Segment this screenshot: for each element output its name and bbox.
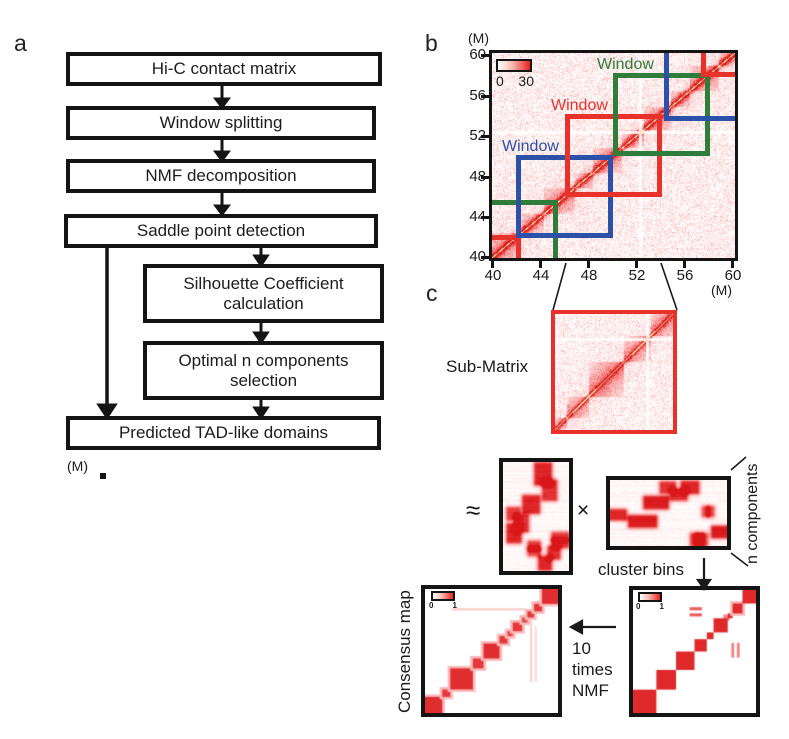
x-tick [683, 261, 686, 268]
x-tick-label: 40 [484, 267, 502, 284]
y-tick [481, 95, 489, 98]
panel-a-footnote: (M) [67, 458, 88, 474]
window-red-partial-topright [701, 53, 735, 77]
consensus-map-label: Consensus map [395, 590, 414, 713]
h-matrix-canvas [610, 480, 727, 546]
flow-box-label: Hi-C contact matrix [151, 59, 297, 78]
x-tick-label: 48 [580, 267, 598, 284]
y-tick [481, 216, 489, 219]
mini-colorbar-left-labels: 0 1 [429, 601, 457, 610]
mini-colorbar-max: 1 [452, 601, 457, 610]
mini-colorbar-max: 1 [659, 602, 664, 611]
window-blue-partial-topright [664, 53, 735, 121]
nmf-line-3: NMF [572, 681, 609, 700]
x-tick-label: 44 [532, 267, 550, 284]
flow-box-label: Saddle point detection [136, 221, 306, 240]
cluster-bins-label: cluster bins [598, 560, 684, 579]
flow-box-silhouette-coefficient: Silhouette Coefficient calculation [143, 264, 384, 323]
x-tick [635, 261, 638, 268]
nmf-line-2: times [572, 660, 613, 679]
y-tick [481, 176, 489, 179]
y-tick [481, 256, 489, 259]
x-tick [491, 261, 494, 268]
x-tick [587, 261, 590, 268]
window-label-red: Window [551, 97, 608, 114]
x-tick-label: 52 [628, 267, 646, 284]
mini-colorbar-left [431, 591, 455, 601]
approx-symbol: ≈ [466, 495, 481, 525]
colorbar-min: 0 [496, 73, 504, 89]
window-green-partial-left [492, 200, 558, 258]
submatrix-canvas [555, 314, 673, 430]
panel-c-label: c [426, 280, 438, 306]
w-matrix-box [499, 458, 573, 575]
flow-box-label: Predicted TAD-like domains [118, 423, 329, 442]
nmf-result-map-box [629, 586, 760, 717]
flow-box-saddle-point-detection: Saddle point detection [64, 214, 378, 248]
flow-box-hic-contact-matrix: Hi-C contact matrix [66, 52, 382, 86]
h-matrix-box [606, 476, 731, 550]
panel-b-label: b [425, 30, 438, 56]
y-tick-label: 60 [469, 46, 486, 63]
x-axis-unit: (M) [711, 282, 732, 298]
y-tick-label: 44 [469, 208, 486, 225]
mini-colorbar-right-labels: 0 1 [636, 602, 664, 611]
flow-arrowhead [213, 204, 231, 217]
nmf-result-map-canvas [633, 590, 756, 713]
window-label-green: Window [597, 56, 654, 73]
mini-colorbar-min: 0 [636, 602, 641, 611]
mini-colorbar-min: 0 [429, 601, 434, 610]
consensus-map-canvas [425, 589, 558, 713]
panel-a-label: a [14, 30, 27, 56]
flow-box-nmf-decomposition: NMF decomposition [66, 159, 376, 193]
times-symbol: × [577, 499, 590, 522]
flow-box-label: Optimal n components selection [178, 350, 349, 390]
nmf-iterations-label: 10 times NMF [572, 638, 613, 701]
flow-box-window-splitting: Window splitting [66, 106, 376, 140]
y-tick [481, 135, 489, 138]
consensus-arrowhead [568, 619, 584, 635]
x-tick-label: 56 [676, 267, 694, 284]
n-components-label: n components [744, 463, 761, 565]
submatrix-box [551, 310, 677, 434]
window-label-blue: Window [502, 138, 559, 155]
colorbar-max: 30 [518, 73, 534, 89]
y-tick-label: 40 [469, 248, 486, 265]
x-tick [539, 261, 542, 268]
flow-box-predicted-tad-domains: Predicted TAD-like domains [66, 416, 381, 450]
window-green [613, 73, 710, 156]
flow-box-label: Silhouette Coefficient calculation [183, 273, 344, 313]
submatrix-label: Sub-Matrix [446, 357, 529, 376]
window-red-partial-bottomleft [492, 235, 521, 258]
y-tick-label: 52 [469, 127, 486, 144]
footnote-square [100, 473, 106, 479]
nmf-line-1: 10 [572, 639, 591, 658]
x-tick-label: 60 [724, 267, 742, 284]
flow-box-label: Window splitting [159, 113, 283, 132]
flow-box-optimal-n-components: Optimal n components selection [143, 341, 384, 400]
x-tick [731, 261, 734, 268]
flow-box-label: NMF decomposition [145, 166, 297, 185]
colorbar-0-30 [496, 59, 532, 72]
y-tick-label: 56 [469, 87, 486, 104]
colorbar-labels: 0 30 [496, 73, 534, 89]
y-axis-unit: (M) [468, 30, 489, 46]
consensus-map-box [421, 585, 562, 717]
y-tick [481, 54, 489, 57]
w-matrix-canvas [503, 462, 569, 571]
mini-colorbar-right [638, 592, 662, 602]
hic-heatmap-plot [489, 50, 738, 261]
y-tick-label: 48 [469, 168, 486, 185]
